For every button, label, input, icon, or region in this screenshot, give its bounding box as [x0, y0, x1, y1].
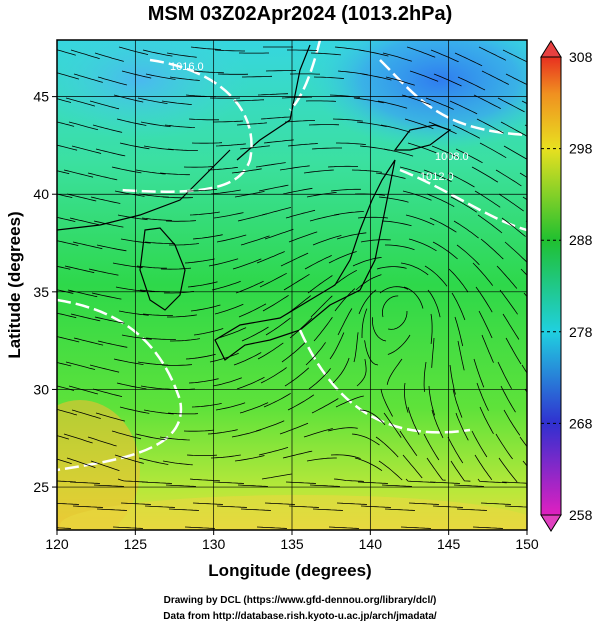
streamline — [305, 533, 335, 535]
streamline — [233, 533, 263, 535]
x-tick-label: 130 — [202, 536, 226, 552]
streamline — [521, 533, 551, 535]
map-field: 1016.0 1008.0 1012.0 — [20, 10, 570, 555]
colorbar-tick-label: 258 — [569, 507, 593, 523]
source: Data from http://database.rish.kyoto-u.a… — [163, 611, 437, 622]
contour-label: 1016.0 — [170, 61, 204, 73]
colorbar: 258 268 278 288 298 308 — [541, 41, 593, 531]
x-tick-label: 120 — [45, 536, 69, 552]
y-tick-label: 30 — [33, 381, 49, 397]
x-tick-label: 135 — [280, 536, 304, 552]
y-tick-label: 45 — [33, 89, 49, 105]
y-tick-label: 40 — [33, 186, 49, 202]
title: MSM 03Z02Apr2024 (1013.2hPa) — [148, 3, 453, 25]
colorbar-tick-label: 298 — [569, 141, 593, 157]
x-tick-label: 140 — [359, 536, 383, 552]
credit: Drawing by DCL (https://www.gfd-dennou.o… — [164, 595, 437, 606]
colorbar-tick-label: 288 — [569, 232, 593, 248]
colorbar-max — [541, 41, 561, 57]
x-tick-label: 125 — [124, 536, 148, 552]
colorbar-tick-label: 268 — [569, 415, 593, 431]
x-tick-label: 150 — [515, 536, 539, 552]
y-tick-label: 35 — [33, 284, 49, 300]
streamline — [377, 533, 407, 535]
colorbar-scale — [541, 57, 561, 515]
streamline — [89, 533, 119, 535]
contour-label: 1008.0 — [435, 151, 469, 163]
y-tick-label: 25 — [33, 479, 49, 495]
x-axis-label: Longitude (degrees) — [208, 561, 371, 580]
x-tick-label: 145 — [437, 536, 461, 552]
y-axis-label: Latitude (degrees) — [5, 211, 24, 358]
streamline — [449, 533, 479, 535]
cold-area — [310, 10, 570, 150]
colorbar-min — [541, 515, 561, 531]
colorbar-tick-label: 308 — [569, 49, 593, 65]
streamline — [161, 533, 191, 535]
colorbar-tick-label: 278 — [569, 324, 593, 340]
